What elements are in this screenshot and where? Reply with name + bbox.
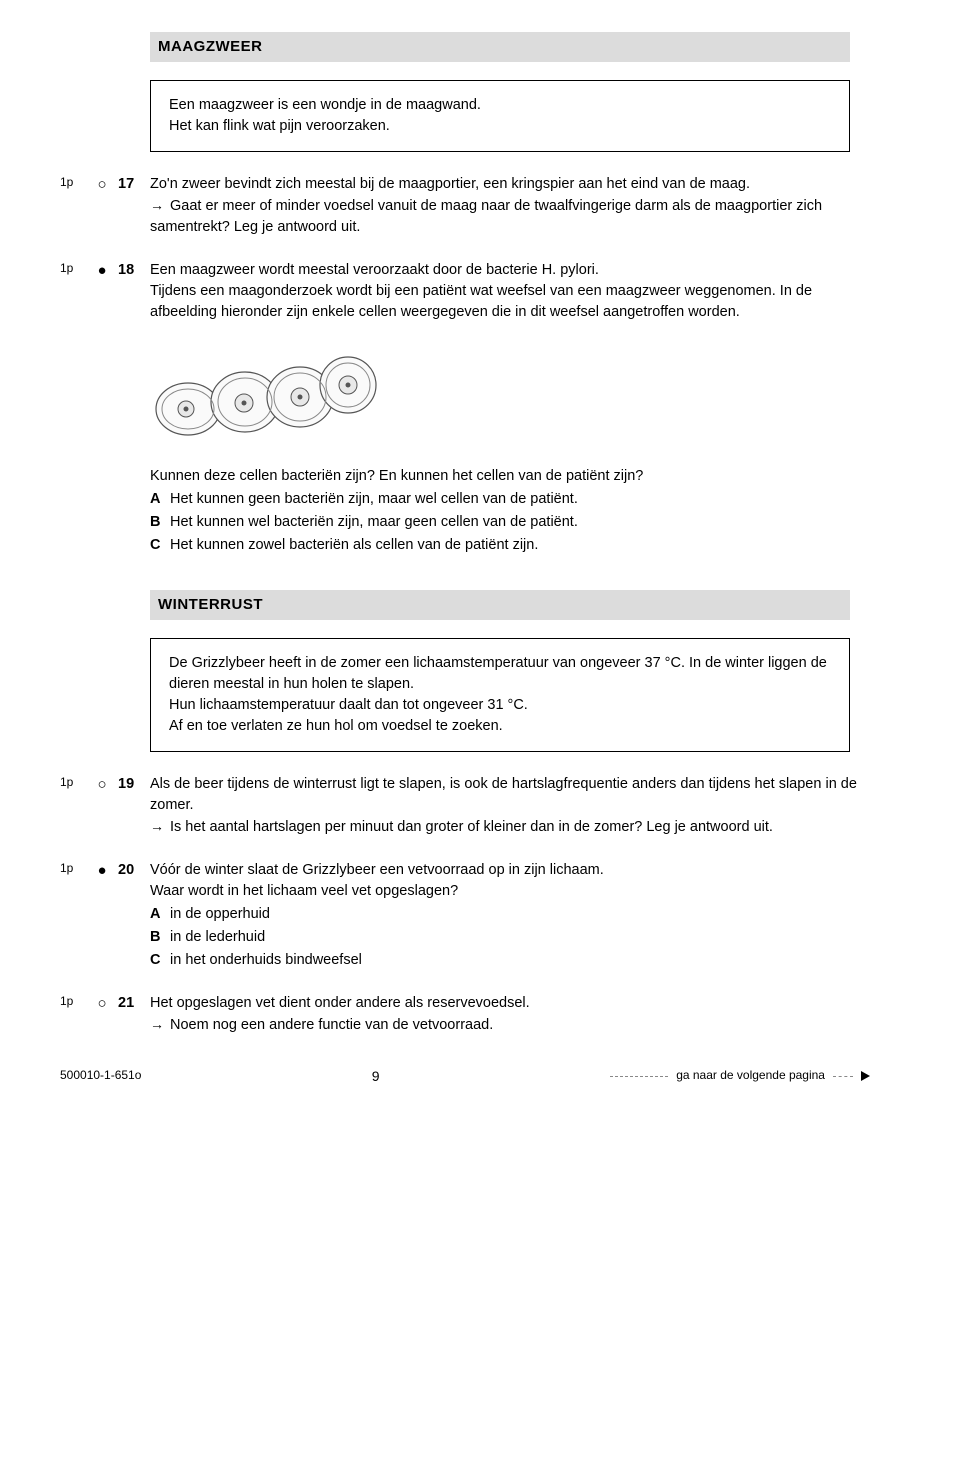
closed-circle-icon: ●	[90, 260, 114, 282]
open-circle-icon: ○	[90, 774, 114, 796]
info-line: Hun lichaamstemperatuur daalt dan tot on…	[169, 695, 831, 716]
instruction-text: Gaat er meer of minder voedsel vanuit de…	[150, 198, 822, 235]
question-instruction: → Noem nog een andere functie van de vetv…	[150, 1014, 870, 1036]
page-footer: 500010-1-651o 9 ga naar de volgende pagi…	[60, 1066, 870, 1086]
question-prompt: Waar wordt in het lichaam veel vet opges…	[150, 881, 870, 902]
points-label: 1p	[60, 993, 90, 1010]
open-circle-icon: ○	[90, 174, 114, 196]
question-20: 1p ● 20 Vóór de winter slaat de Grizzlyb…	[60, 860, 870, 971]
question-body: Zo'n zweer bevindt zich meestal bij de m…	[150, 174, 870, 238]
footer-dash	[833, 1076, 853, 1077]
option-text: in de opperhuid	[170, 906, 270, 922]
option-a: AHet kunnen geen bacteriën zijn, maar we…	[150, 489, 870, 510]
question-body: Het opgeslagen vet dient onder andere al…	[150, 993, 870, 1036]
info-line: Een maagzweer is een wondje in de maagwa…	[169, 95, 831, 116]
question-body: Als de beer tijdens de winterrust ligt t…	[150, 774, 870, 838]
question-number: 20	[114, 860, 150, 881]
footer-next-page-text: ga naar de volgende pagina	[676, 1067, 825, 1084]
option-text: Het kunnen geen bacteriën zijn, maar wel…	[170, 491, 578, 507]
option-text: in het onderhuids bindweefsel	[170, 952, 362, 968]
option-b: Bin de lederhuid	[150, 927, 870, 948]
question-text: Zo'n zweer bevindt zich meestal bij de m…	[150, 174, 870, 195]
question-text: Het opgeslagen vet dient onder andere al…	[150, 993, 870, 1014]
section-maagzweer-header: MAAGZWEER	[150, 32, 850, 62]
question-prompt: Kunnen deze cellen bacteriën zijn? En ku…	[150, 466, 870, 487]
question-19: 1p ○ 19 Als de beer tijdens de winterrus…	[60, 774, 870, 838]
question-instruction: → Is het aantal hartslagen per minuut dan…	[150, 816, 870, 838]
option-b: BHet kunnen wel bacteriën zijn, maar gee…	[150, 512, 870, 533]
instruction-text: Is het aantal hartslagen per minuut dan …	[170, 819, 773, 835]
question-text: Een maagzweer wordt meestal veroorzaakt …	[150, 260, 870, 281]
points-label: 1p	[60, 860, 90, 877]
points-label: 1p	[60, 260, 90, 277]
maagzweer-info-box: Een maagzweer is een wondje in de maagwa…	[150, 80, 850, 152]
info-line: Het kan flink wat pijn veroorzaken.	[169, 116, 831, 137]
page-number: 9	[372, 1066, 380, 1086]
arrowhead-right-icon	[861, 1071, 870, 1081]
option-text: in de lederhuid	[170, 929, 265, 945]
question-number: 21	[114, 993, 150, 1014]
question-text: Tijdens een maagonderzoek wordt bij een …	[150, 281, 870, 323]
footer-dash	[610, 1076, 668, 1077]
question-body: Een maagzweer wordt meestal veroorzaakt …	[150, 260, 870, 556]
question-18: 1p ● 18 Een maagzweer wordt meestal vero…	[60, 260, 870, 556]
question-body: Vóór de winter slaat de Grizzlybeer een …	[150, 860, 870, 971]
info-line: Af en toe verlaten ze hun hol om voedsel…	[169, 716, 831, 737]
points-label: 1p	[60, 174, 90, 191]
section-winterrust-header: WINTERRUST	[150, 590, 850, 620]
option-text: Het kunnen wel bacteriën zijn, maar geen…	[170, 514, 578, 530]
arrow-icon: →	[150, 818, 164, 834]
question-text: Vóór de winter slaat de Grizzlybeer een …	[150, 860, 870, 881]
option-c: Cin het onderhuids bindweefsel	[150, 950, 870, 971]
option-c: CHet kunnen zowel bacteriën als cellen v…	[150, 535, 870, 556]
winterrust-info-box: De Grizzlybeer heeft in de zomer een lic…	[150, 638, 850, 752]
closed-circle-icon: ●	[90, 860, 114, 882]
question-number: 19	[114, 774, 150, 795]
question-number: 18	[114, 260, 150, 281]
question-number: 17	[114, 174, 150, 195]
question-text: Als de beer tijdens de winterrust ligt t…	[150, 774, 870, 816]
option-text: Het kunnen zowel bacteriën als cellen va…	[170, 537, 538, 553]
instruction-text: Noem nog een andere functie van de vetvo…	[170, 1017, 493, 1033]
question-21: 1p ○ 21 Het opgeslagen vet dient onder a…	[60, 993, 870, 1036]
arrow-icon: →	[150, 1016, 164, 1032]
info-line: De Grizzlybeer heeft in de zomer een lic…	[169, 653, 831, 695]
arrow-icon: →	[150, 197, 164, 213]
option-a: Ain de opperhuid	[150, 904, 870, 925]
cells-illustration	[150, 347, 870, 442]
footer-left-code: 500010-1-651o	[60, 1067, 141, 1084]
points-label: 1p	[60, 774, 90, 791]
open-circle-icon: ○	[90, 993, 114, 1015]
question-17: 1p ○ 17 Zo'n zweer bevindt zich meestal …	[60, 174, 870, 238]
question-instruction: →Gaat er meer of minder voedsel vanuit d…	[150, 195, 870, 238]
